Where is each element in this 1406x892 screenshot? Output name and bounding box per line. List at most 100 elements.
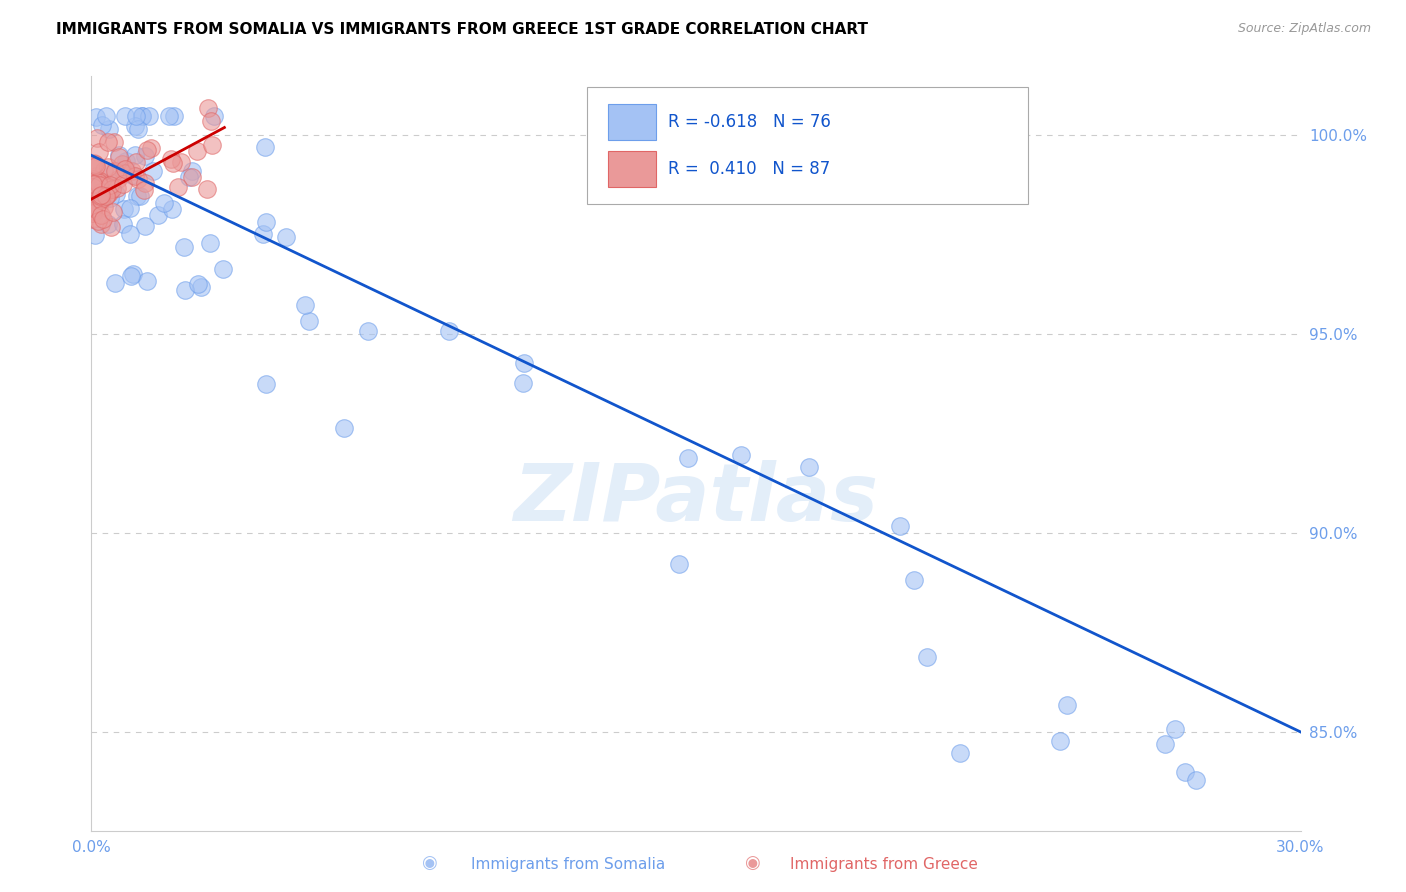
- Point: [121, 168, 143, 182]
- Point: [86, 189, 108, 203]
- Point: [136, 143, 159, 157]
- Point: [89, 145, 111, 159]
- Point: [90, 118, 112, 132]
- Point: [254, 376, 277, 391]
- Point: [87, 193, 110, 207]
- Point: [82, 206, 104, 220]
- Point: [129, 189, 152, 203]
- Point: [84, 228, 107, 243]
- Point: [198, 236, 221, 251]
- Point: [89, 192, 111, 206]
- Text: ZIPatlas: ZIPatlas: [513, 460, 879, 538]
- Point: [93, 200, 115, 214]
- Point: [668, 558, 690, 572]
- Text: Immigrants from Somalia: Immigrants from Somalia: [471, 857, 665, 872]
- Point: [94, 109, 117, 123]
- Point: [676, 451, 699, 466]
- Point: [93, 162, 115, 177]
- Point: [90, 217, 112, 231]
- Point: [91, 212, 114, 227]
- Point: [254, 215, 277, 229]
- Point: [439, 324, 461, 338]
- Point: [97, 122, 120, 136]
- Point: [83, 178, 105, 193]
- Point: [127, 122, 149, 136]
- Point: [86, 159, 108, 173]
- FancyBboxPatch shape: [588, 87, 1028, 204]
- Point: [105, 181, 128, 195]
- Point: [162, 155, 184, 169]
- Point: [83, 157, 105, 171]
- Point: [89, 173, 111, 187]
- Point: [146, 209, 169, 223]
- Point: [115, 154, 138, 169]
- Point: [83, 155, 105, 169]
- Point: [132, 183, 155, 197]
- Point: [97, 135, 120, 149]
- Point: [166, 179, 188, 194]
- Point: [112, 166, 135, 180]
- Point: [82, 204, 104, 219]
- Point: [799, 459, 821, 474]
- Point: [1184, 772, 1206, 787]
- Point: [103, 164, 125, 178]
- Point: [84, 173, 107, 187]
- Text: R = -0.618   N = 76: R = -0.618 N = 76: [668, 113, 831, 131]
- Point: [254, 140, 277, 154]
- Point: [949, 746, 972, 760]
- Point: [201, 137, 224, 152]
- Point: [90, 188, 112, 202]
- Point: [112, 177, 135, 191]
- Point: [83, 178, 105, 192]
- Point: [120, 268, 142, 283]
- Point: [86, 188, 108, 202]
- Point: [86, 179, 108, 194]
- Point: [82, 171, 104, 186]
- Point: [82, 203, 104, 218]
- Point: [173, 283, 195, 297]
- Point: [142, 164, 165, 178]
- Point: [170, 155, 193, 169]
- Point: [181, 163, 204, 178]
- Point: [97, 217, 120, 231]
- Point: [90, 178, 112, 193]
- Point: [889, 519, 911, 533]
- Point: [101, 205, 124, 219]
- Point: [96, 187, 118, 202]
- Point: [187, 277, 209, 291]
- Point: [124, 119, 146, 133]
- Point: [86, 130, 108, 145]
- Point: [357, 324, 380, 338]
- Point: [98, 178, 121, 192]
- Point: [101, 177, 124, 191]
- Point: [131, 109, 153, 123]
- Point: [195, 182, 218, 196]
- Point: [160, 152, 183, 166]
- Point: [1174, 765, 1197, 780]
- Point: [93, 183, 115, 197]
- Point: [111, 156, 134, 170]
- Point: [127, 172, 149, 186]
- Point: [122, 267, 145, 281]
- Point: [87, 178, 110, 193]
- Point: [512, 376, 534, 390]
- Point: [82, 179, 104, 194]
- Point: [333, 421, 356, 435]
- Point: [90, 208, 112, 222]
- Text: Immigrants from Greece: Immigrants from Greece: [790, 857, 979, 872]
- Point: [114, 202, 136, 216]
- Point: [190, 280, 212, 294]
- Point: [87, 199, 110, 213]
- Point: [86, 169, 108, 184]
- Point: [97, 160, 120, 174]
- Point: [903, 573, 925, 587]
- Point: [103, 136, 125, 150]
- Point: [1153, 737, 1175, 751]
- Point: [86, 183, 108, 197]
- Point: [274, 230, 297, 244]
- Point: [86, 191, 108, 205]
- Text: R =  0.410   N = 87: R = 0.410 N = 87: [668, 160, 831, 178]
- Point: [186, 145, 208, 159]
- Point: [105, 186, 128, 201]
- Point: [1164, 722, 1187, 736]
